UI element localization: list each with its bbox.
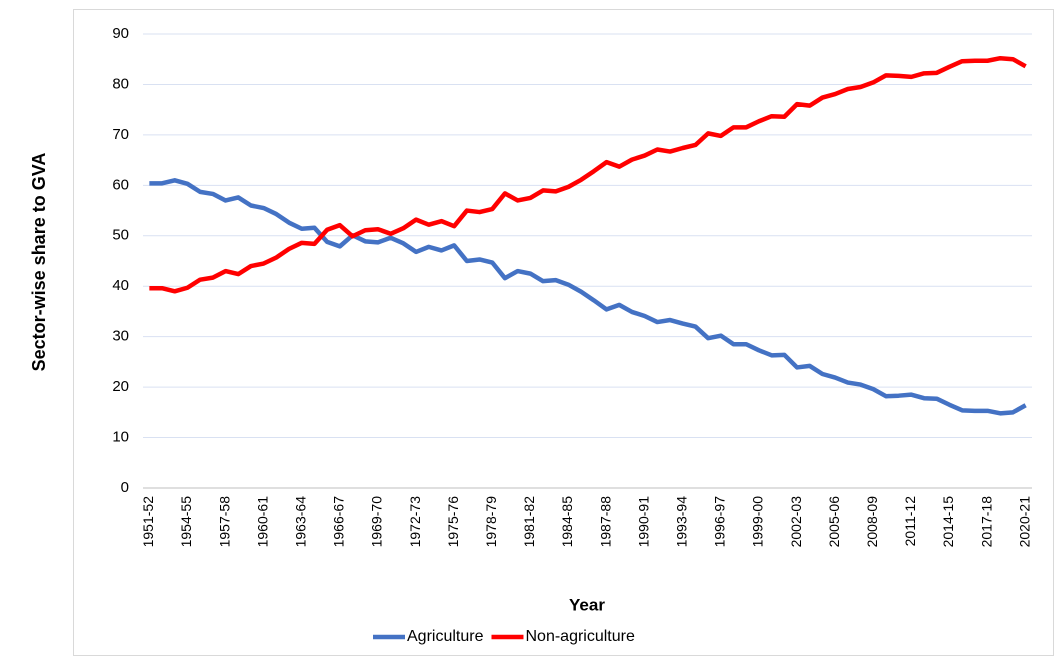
- x-tick-label: 2011-12: [902, 496, 918, 547]
- x-tick-label: 1975-76: [445, 496, 461, 548]
- x-axis-label: Year: [569, 595, 605, 614]
- y-tick-label: 0: [121, 479, 129, 496]
- y-tick-label: 80: [112, 75, 129, 92]
- x-tick-label: 1972-73: [407, 496, 423, 548]
- x-tick-label: 1969-70: [369, 496, 385, 548]
- x-tick-label: 1984-85: [559, 496, 575, 548]
- y-tick-label: 10: [112, 429, 129, 446]
- x-tick-label: 2002-03: [788, 496, 804, 548]
- x-tick-label: 1966-67: [331, 496, 347, 548]
- y-tick-label: 70: [112, 126, 129, 143]
- series-line: [149, 55, 1027, 294]
- y-tick-label: 20: [112, 378, 129, 395]
- x-tick-label: 2017-18: [978, 496, 994, 548]
- x-tick-label: 1996-97: [712, 496, 728, 548]
- x-tick-label: 1951-52: [140, 496, 156, 548]
- y-tick-label: 50: [112, 227, 129, 244]
- series-line: [149, 178, 1027, 416]
- x-tick-label: 1957-58: [216, 496, 232, 548]
- x-tick-label: 1978-79: [483, 496, 499, 548]
- y-tick-label: 40: [112, 277, 129, 294]
- x-tick-label: 2020-21: [1016, 496, 1032, 548]
- x-tick-label: 2005-06: [826, 496, 842, 548]
- legend-label: Non-agriculture: [525, 628, 634, 645]
- y-axis-label: Sector-wise share to GVA: [29, 153, 49, 372]
- x-tick-label: 1987-88: [597, 496, 613, 548]
- x-tick-label: 1960-61: [254, 496, 270, 548]
- legend-label: Agriculture: [407, 628, 484, 645]
- y-tick-label: 90: [112, 25, 129, 42]
- x-tick-label: 1981-82: [521, 496, 537, 548]
- chart-border: [73, 9, 1054, 656]
- x-tick-label: 1990-91: [635, 496, 651, 548]
- y-tick-label: 30: [112, 328, 129, 345]
- y-tick-label: 60: [112, 176, 129, 193]
- x-tick-label: 1954-55: [178, 496, 194, 548]
- x-tick-label: 1993-94: [673, 496, 689, 548]
- x-tick-label: 2008-09: [864, 496, 880, 548]
- x-tick-label: 2014-15: [940, 496, 956, 548]
- x-tick-label: 1999-00: [750, 496, 766, 548]
- x-tick-label: 1963-64: [292, 496, 308, 548]
